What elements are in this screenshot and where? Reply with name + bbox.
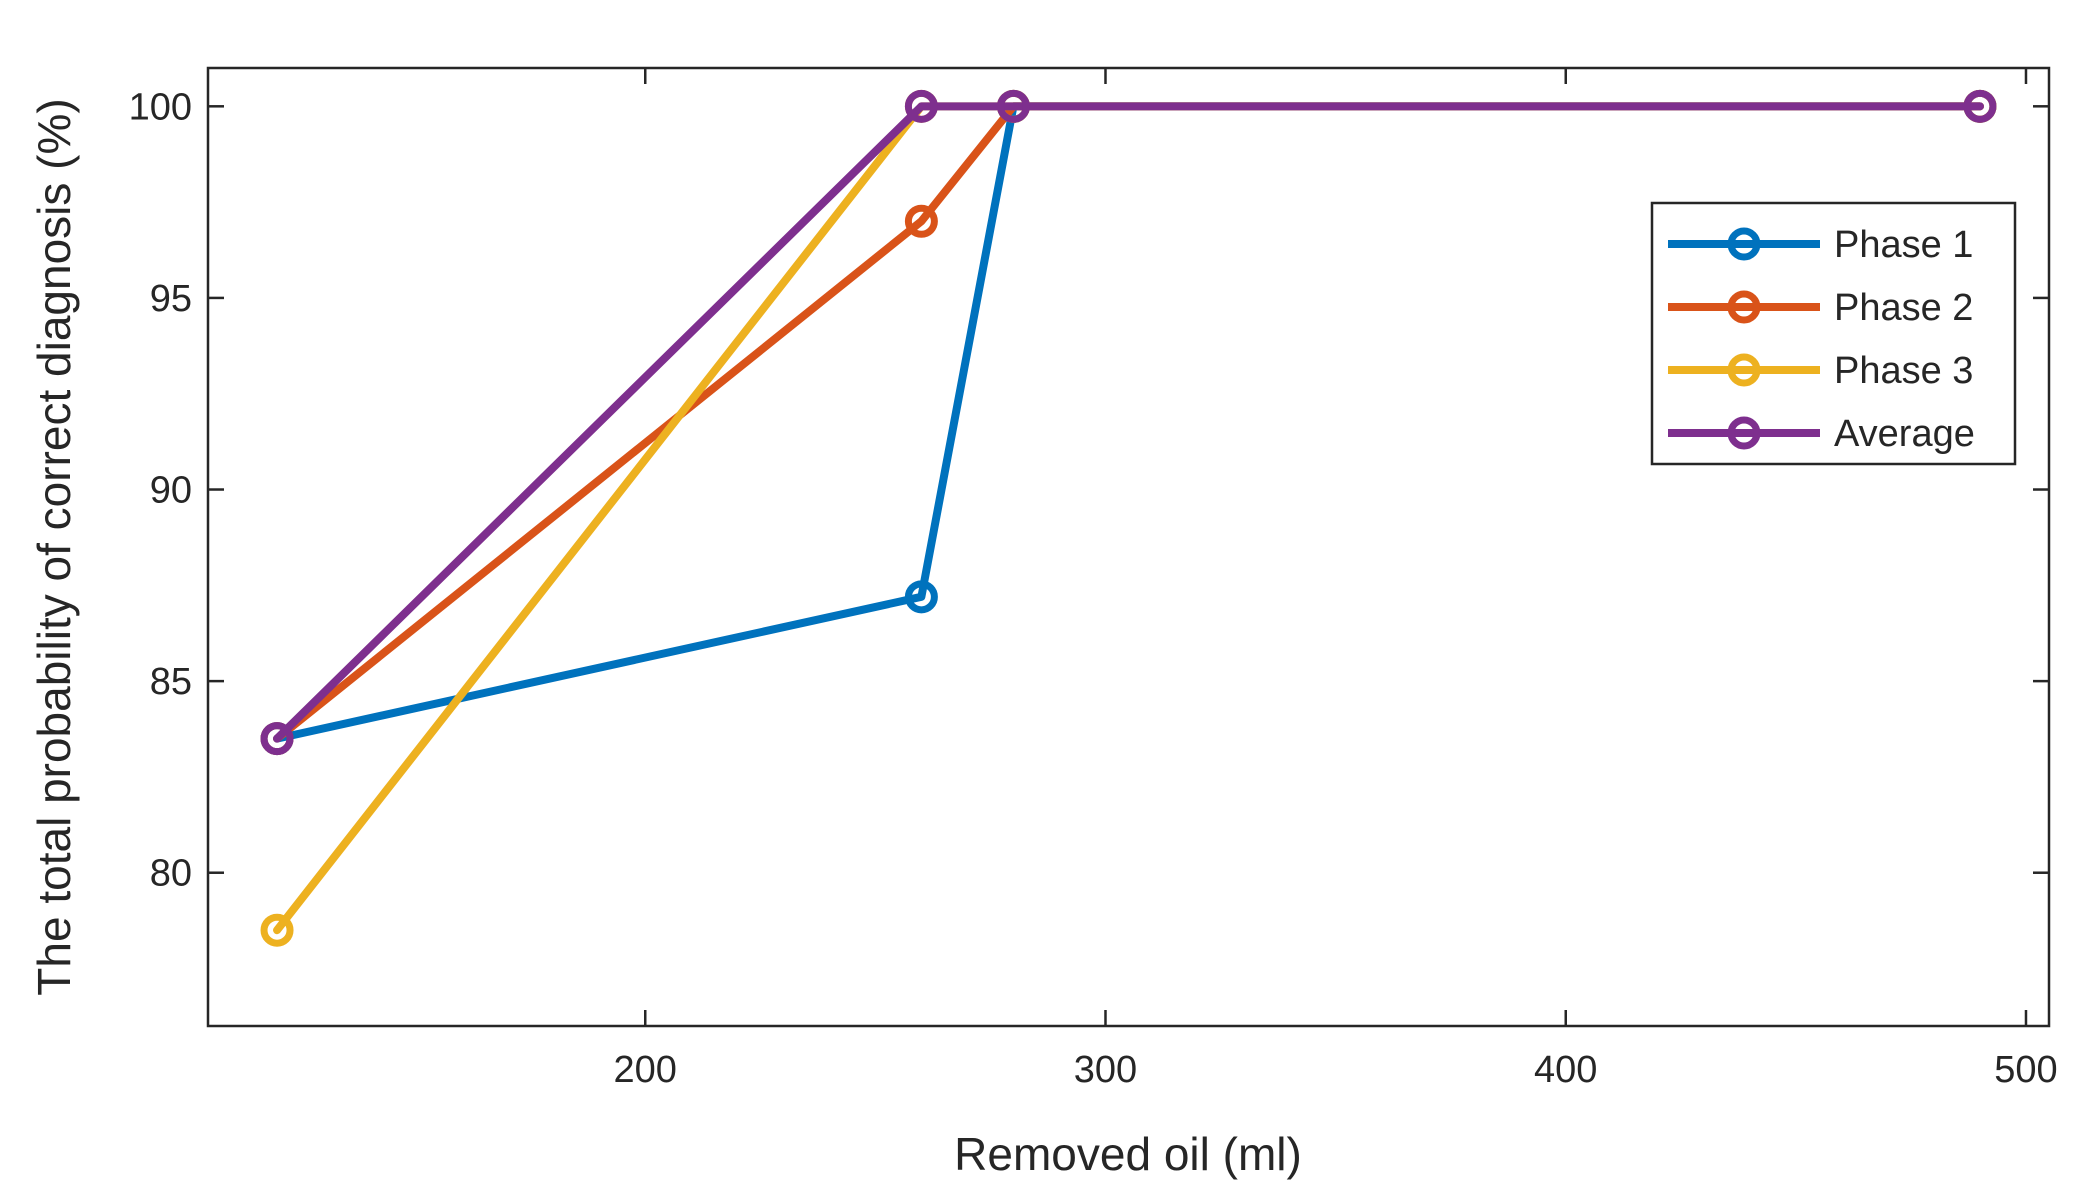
series-line: [273, 102, 1984, 743]
data-point: [904, 204, 938, 238]
x-tick-label: 300: [1074, 1049, 1137, 1091]
y-tick-label: 85: [150, 661, 192, 703]
data-point: [996, 89, 1030, 123]
series-layer: [260, 89, 1997, 947]
y-tick-label: 100: [129, 86, 192, 128]
legend-label: Average: [1834, 413, 1975, 455]
y-tick-label: 95: [150, 278, 192, 320]
x-axis-label: Removed oil (ml): [954, 1128, 1302, 1180]
legend-label: Phase 1: [1834, 224, 1973, 266]
data-point: [904, 580, 938, 614]
plot-frame: [206, 66, 2051, 1028]
data-point: [904, 89, 938, 123]
x-tick-label: 200: [614, 1049, 677, 1091]
data-point: [260, 722, 294, 756]
legend-marker: [1727, 353, 1761, 387]
legend: Phase 1 Phase 2 Phase 3 Average: [1650, 201, 2017, 466]
legend-label: Phase 2: [1834, 287, 1973, 329]
x-tick-label: 500: [1994, 1049, 2057, 1091]
data-point: [1963, 89, 1997, 123]
y-tick-label: 90: [150, 470, 192, 512]
legend-marker: [1727, 227, 1761, 261]
legend-marker: [1727, 290, 1761, 324]
y-tick-label: 80: [150, 853, 192, 895]
axis-ticks: [208, 68, 2049, 1026]
legend-label: Phase 3: [1834, 350, 1973, 392]
y-axis-label: The total probability of correct diagnos…: [28, 98, 80, 995]
x-tick-label: 400: [1534, 1049, 1597, 1091]
tick-labels: 200 300 400 500 80 85 90 95 100: [129, 86, 2058, 1091]
legend-marker: [1727, 416, 1761, 450]
data-point: [260, 913, 294, 947]
